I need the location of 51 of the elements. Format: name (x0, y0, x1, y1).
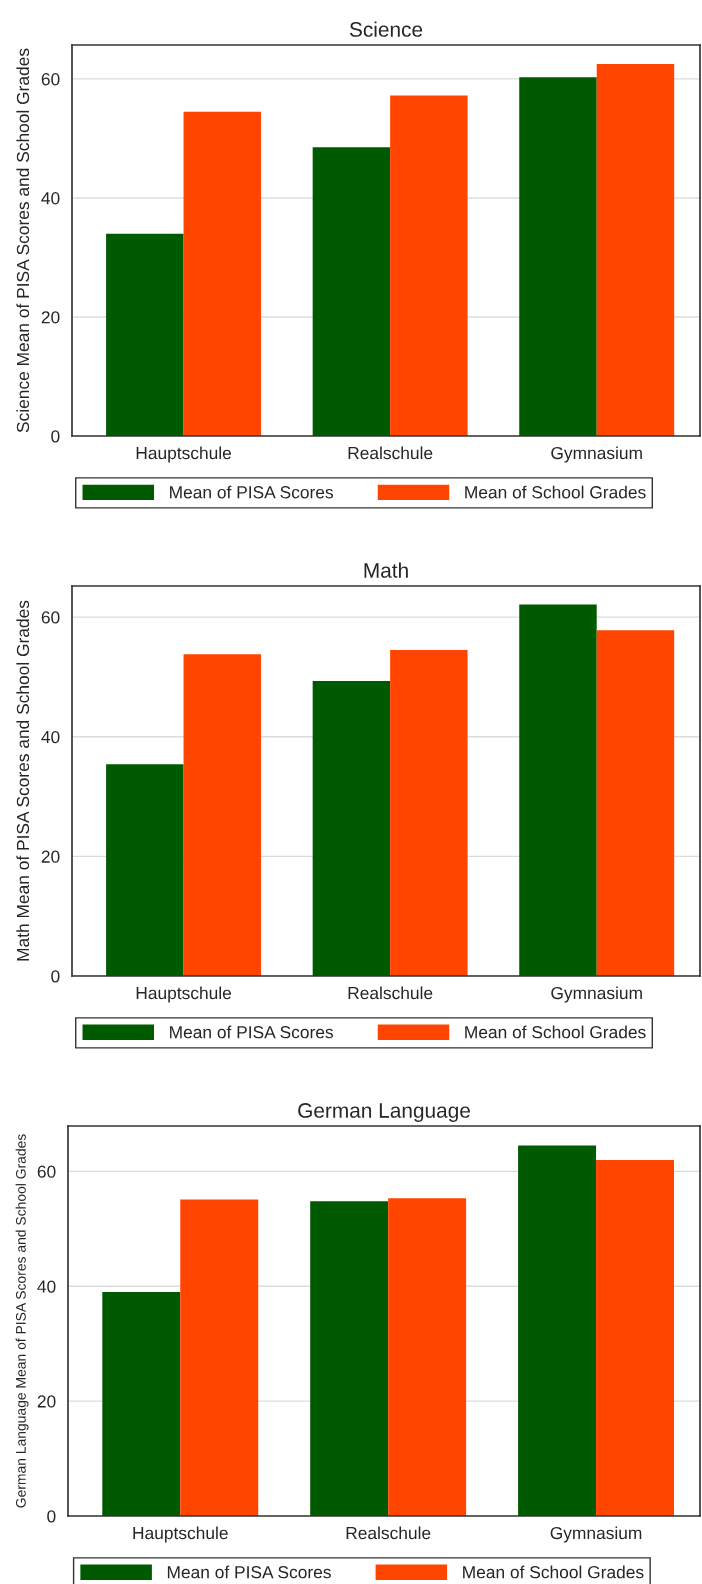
y-tick-label: 0 (51, 430, 60, 443)
x-tick-label: Realschule (346, 1526, 431, 1540)
x-tick-label: Hauptschule (133, 1526, 228, 1543)
legend-label: Mean of PISA Scores (170, 485, 334, 499)
bar (519, 604, 597, 976)
legend-label: Mean of School Grades (465, 1025, 646, 1039)
bar (519, 77, 597, 436)
x-tick-label: Realschule (348, 986, 433, 1000)
y-tick-label: 40 (37, 1280, 56, 1293)
bar (312, 681, 391, 976)
bar (388, 1198, 467, 1516)
y-tick-label: 60 (41, 73, 60, 86)
chart-title: German Language (298, 1103, 470, 1122)
y-tick-label: 60 (37, 1165, 56, 1178)
y-axis-title: Science Mean of PISA Scores and School Grades (16, 48, 30, 433)
legend-label: Mean of PISA Scores (170, 1025, 334, 1039)
legend-label: Mean of School Grades (463, 1565, 644, 1579)
y-tick-label: 60 (41, 611, 60, 624)
y-tick-label: 20 (37, 1395, 56, 1408)
y-tick-label: 40 (41, 192, 60, 205)
bar (596, 1159, 675, 1516)
y-tick-label: 20 (41, 850, 60, 863)
x-tick-label: Gymnasium (550, 1526, 642, 1543)
x-tick-label: Hauptschule (136, 986, 232, 1003)
bar (180, 1199, 259, 1516)
bar (183, 654, 262, 976)
bar (106, 233, 184, 436)
x-tick-label: Hauptschule (136, 446, 232, 463)
bar (390, 650, 468, 976)
bar (183, 111, 262, 436)
chart-title: Science (349, 21, 423, 37)
bar (596, 630, 675, 976)
x-tick-label: Realschule (348, 446, 433, 460)
bar (312, 147, 391, 436)
bar (390, 95, 468, 436)
x-tick-label: Gymnasium (551, 986, 642, 1003)
y-axis-title: Math Mean of PISA Scores and School Grades (16, 600, 30, 961)
x-tick-label: Gymnasium (551, 446, 642, 463)
y-tick-label: 20 (41, 311, 60, 324)
bar (102, 1291, 181, 1516)
bar (596, 64, 675, 436)
bar (518, 1145, 597, 1516)
legend-label: Mean of School Grades (465, 485, 646, 499)
legend-label: Mean of PISA Scores (167, 1565, 331, 1579)
bar (106, 764, 184, 976)
y-tick-label: 0 (51, 970, 60, 983)
y-axis-title: German Language Mean of PISA Scores and School Grades (15, 1134, 29, 1508)
bar (310, 1201, 389, 1516)
chart-title: Math (364, 562, 408, 578)
y-tick-label: 0 (47, 1510, 56, 1523)
y-tick-label: 40 (41, 730, 60, 744)
